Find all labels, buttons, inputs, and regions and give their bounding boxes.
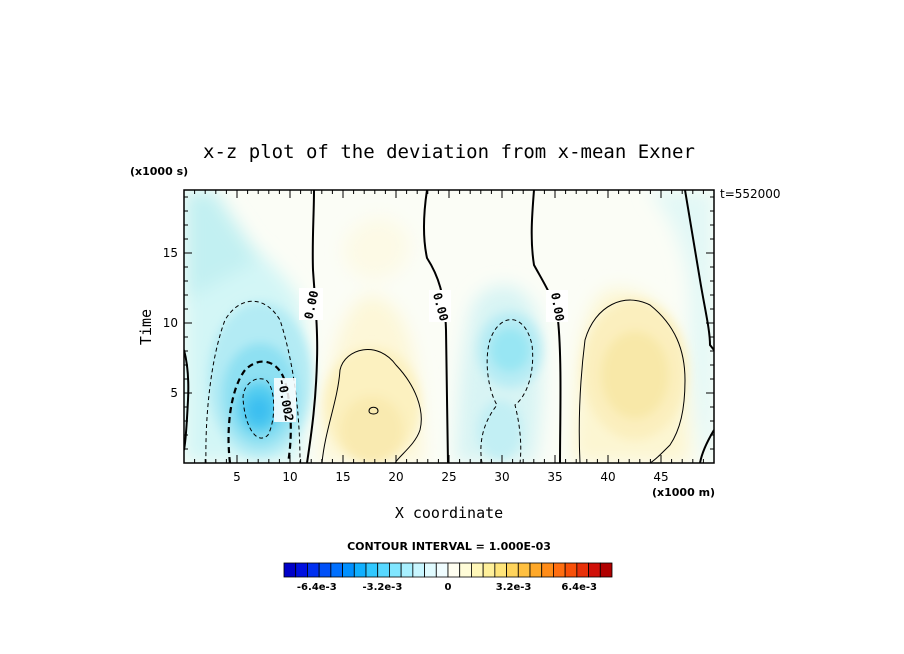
pos-contour-2	[368, 406, 379, 415]
colorbar-swatch	[353, 562, 367, 578]
y-tick-label: 15	[163, 246, 178, 260]
contour-label-3: 0.00	[548, 291, 567, 322]
colorbar-labels: -6.4e-3 -3.2e-3 0 3.2e-3 6.4e-3	[297, 582, 597, 593]
colorbar-swatch	[342, 562, 355, 578]
colorbar-swatch	[424, 562, 437, 578]
colorbar-swatch	[541, 562, 554, 578]
neg-contour-2	[227, 360, 292, 463]
colorbar-swatch	[553, 562, 566, 578]
contour-lines	[184, 190, 714, 463]
colorbar-swatch	[459, 562, 472, 578]
colorbar-swatch	[389, 562, 402, 578]
chart-title: x-z plot of the deviation from x-mean Ex…	[203, 141, 695, 163]
neg-contour-4	[480, 319, 534, 463]
x-tick-label: 30	[494, 470, 509, 484]
pos-contour-1	[321, 349, 422, 463]
colorbar-swatch	[318, 562, 332, 578]
x-tick-label: 25	[441, 470, 456, 484]
x-tick-label: 40	[600, 470, 615, 484]
contour-interval-text: CONTOUR INTERVAL = 1.000E-03	[347, 540, 551, 553]
field-shading	[184, 190, 714, 463]
x-tick-label: 10	[282, 470, 297, 484]
x-tick-label: 15	[335, 470, 350, 484]
colorbar-swatch	[377, 562, 390, 578]
x-axis-ticks: 5 10 15 20 25 30 35 40 45	[194, 190, 704, 484]
colorbar-swatch	[447, 562, 461, 578]
zero-contour-4	[684, 190, 714, 351]
timestamp-label: t=552000	[720, 187, 781, 201]
colorbar-tick-label: 6.4e-3	[561, 582, 597, 593]
colorbar-swatch	[412, 562, 425, 578]
colorbar-swatch	[482, 562, 496, 578]
colorbar-swatch	[529, 562, 543, 578]
colorbar-swatch	[494, 562, 507, 578]
x-unit-label: (x1000 m)	[652, 486, 715, 499]
colorbar-swatch	[588, 562, 601, 578]
colorbar-swatch	[471, 562, 484, 578]
colorbar-tick-label: -6.4e-3	[297, 582, 337, 593]
colorbar-swatch	[506, 562, 519, 578]
pos-contour-3	[578, 299, 686, 463]
x-axis-title: X coordinate	[395, 504, 503, 522]
colorbar-tick-label: 0	[445, 582, 452, 593]
y-tick-label: 10	[163, 316, 178, 330]
colorbar-swatch	[576, 562, 589, 578]
y-tick-label: 5	[170, 386, 178, 400]
zero-contour-6	[184, 349, 190, 451]
colorbar-swatch	[283, 562, 297, 578]
colorbar-swatch	[365, 562, 379, 578]
colorbar	[283, 562, 613, 578]
x-tick-label: 20	[388, 470, 403, 484]
colorbar-swatch	[599, 562, 613, 578]
zero-contour-1	[306, 190, 319, 463]
x-tick-label: 5	[233, 470, 241, 484]
colorbar-swatch	[330, 562, 343, 578]
contour-label-1: 0.00	[302, 289, 322, 320]
colorbar-swatch	[435, 562, 449, 578]
x-tick-label: 45	[653, 470, 668, 484]
neg-contour-3	[242, 378, 275, 439]
colorbar-tick-label: 3.2e-3	[496, 582, 532, 593]
x-tick-label: 35	[547, 470, 562, 484]
colorbar-swatch	[307, 562, 320, 578]
colorbar-swatch	[517, 562, 531, 578]
colorbar-swatch	[564, 562, 578, 578]
colorbar-tick-label: -3.2e-3	[363, 582, 403, 593]
contour-label-group: 0.00 0.00 0.00 -0.002	[274, 288, 568, 422]
y-unit-label: (x1000 s)	[130, 165, 188, 178]
y-axis-ticks: 5 10 15	[163, 196, 714, 450]
colorbar-swatch	[400, 562, 414, 578]
colorbar-swatch	[295, 562, 308, 578]
zero-contour-5	[699, 429, 714, 463]
y-axis-title: Time	[137, 309, 155, 345]
